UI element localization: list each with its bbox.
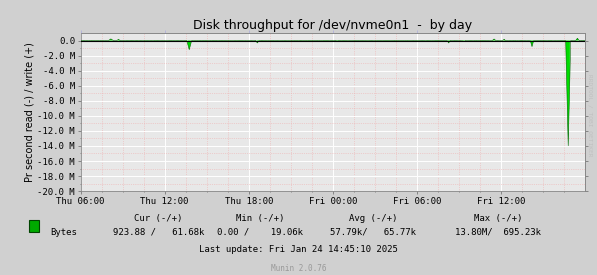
Text: Avg (-/+): Avg (-/+) <box>349 214 398 223</box>
Text: 923.88 /   61.68k: 923.88 / 61.68k <box>112 228 204 237</box>
Text: Munin 2.0.76: Munin 2.0.76 <box>271 265 326 273</box>
Text: RRDTOOL / TOBI OETIKER: RRDTOOL / TOBI OETIKER <box>588 74 593 157</box>
Text: 0.00 /    19.06k: 0.00 / 19.06k <box>217 228 303 237</box>
Text: Last update: Fri Jan 24 14:45:10 2025: Last update: Fri Jan 24 14:45:10 2025 <box>199 245 398 254</box>
Title: Disk throughput for /dev/nvme0n1  -  by day: Disk throughput for /dev/nvme0n1 - by da… <box>193 19 472 32</box>
Text: Min (-/+): Min (-/+) <box>235 214 284 223</box>
Text: 13.80M/  695.23k: 13.80M/ 695.23k <box>456 228 541 237</box>
Text: Bytes: Bytes <box>51 228 78 237</box>
Text: Max (-/+): Max (-/+) <box>474 214 523 223</box>
Text: 57.79k/   65.77k: 57.79k/ 65.77k <box>330 228 416 237</box>
Y-axis label: Pr second read (-) / write (+): Pr second read (-) / write (+) <box>24 42 35 182</box>
Text: Cur (-/+): Cur (-/+) <box>134 214 183 223</box>
